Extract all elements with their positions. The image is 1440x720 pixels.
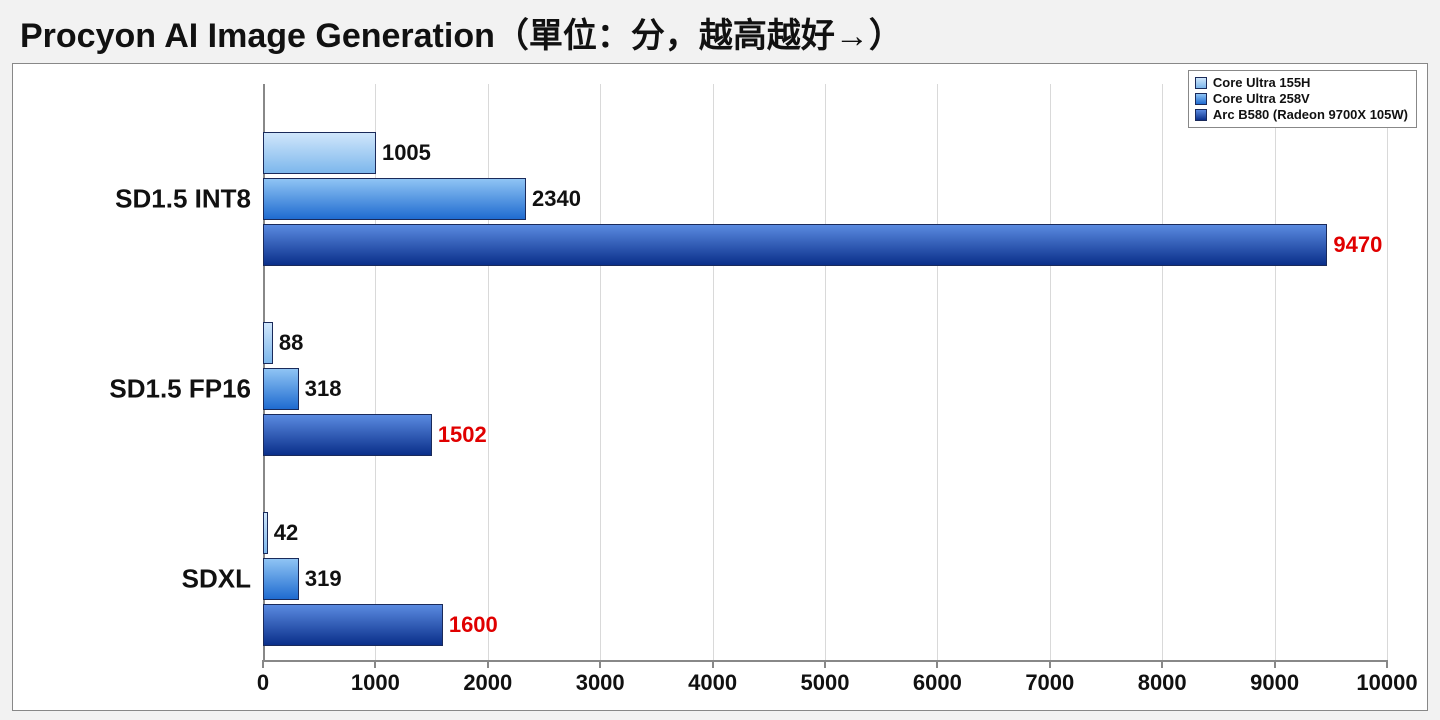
x-tick	[1049, 660, 1051, 668]
legend-swatch	[1195, 77, 1207, 89]
legend-item: Core Ultra 258V	[1195, 91, 1408, 107]
bar	[263, 132, 376, 174]
x-tick-label: 9000	[1250, 670, 1299, 696]
legend-swatch	[1195, 93, 1207, 105]
legend-label: Arc B580 (Radeon 9700X 105W)	[1213, 107, 1408, 123]
bar-value-label: 1005	[382, 140, 431, 166]
x-tick	[1274, 660, 1276, 668]
legend-item: Arc B580 (Radeon 9700X 105W)	[1195, 107, 1408, 123]
x-tick-label: 1000	[351, 670, 400, 696]
legend-item: Core Ultra 155H	[1195, 75, 1408, 91]
x-tick	[1386, 660, 1388, 668]
x-tick	[712, 660, 714, 668]
legend-label: Core Ultra 258V	[1213, 91, 1310, 107]
x-tick-label: 7000	[1025, 670, 1074, 696]
bar-value-label: 318	[305, 376, 342, 402]
bar-value-label: 319	[305, 566, 342, 592]
x-tick-label: 6000	[913, 670, 962, 696]
bar-value-label: 1502	[438, 422, 487, 448]
x-tick-label: 3000	[576, 670, 625, 696]
chart-frame: 0 1000 2000 3000 4000 5000 6000 7000 8000 9000 100…	[12, 63, 1428, 711]
bar	[263, 368, 299, 410]
bar-value-label: 88	[279, 330, 303, 356]
bar-value-label: 1600	[449, 612, 498, 638]
page-title: Procyon AI Image Generation（單位：分，越高越好→）	[0, 0, 1440, 63]
legend-label: Core Ultra 155H	[1213, 75, 1311, 91]
x-tick	[374, 660, 376, 668]
category-label: SD1.5 FP16	[109, 374, 263, 405]
bar	[263, 322, 273, 364]
x-tick	[936, 660, 938, 668]
bar	[263, 512, 268, 554]
bar-group: SD1.5 INT8100523409470	[263, 132, 1387, 266]
bar	[263, 178, 526, 220]
bar	[263, 604, 443, 646]
plot-area: 0100020003000400050006000700080009000100…	[263, 84, 1387, 662]
category-label: SD1.5 INT8	[115, 184, 263, 215]
bar-group: SDXL423191600	[263, 512, 1387, 646]
x-tick	[1161, 660, 1163, 668]
x-tick-label: 2000	[463, 670, 512, 696]
x-tick-label: 5000	[801, 670, 850, 696]
x-tick	[487, 660, 489, 668]
x-tick-label: 10000	[1356, 670, 1417, 696]
grid-line	[1387, 84, 1388, 662]
bar	[263, 414, 432, 456]
bar	[263, 224, 1327, 266]
x-tick	[262, 660, 264, 668]
bar-value-label: 2340	[532, 186, 581, 212]
x-tick	[824, 660, 826, 668]
bar-group: SD1.5 FP16883181502	[263, 322, 1387, 456]
legend: Core Ultra 155HCore Ultra 258VArc B580 (…	[1188, 70, 1417, 128]
category-label: SDXL	[182, 564, 263, 595]
x-tick	[599, 660, 601, 668]
x-tick-label: 8000	[1138, 670, 1187, 696]
legend-swatch	[1195, 109, 1207, 121]
x-tick-label: 4000	[688, 670, 737, 696]
x-tick-label: 0	[257, 670, 269, 696]
bar-value-label: 9470	[1333, 232, 1382, 258]
bar-value-label: 42	[274, 520, 298, 546]
bar	[263, 558, 299, 600]
